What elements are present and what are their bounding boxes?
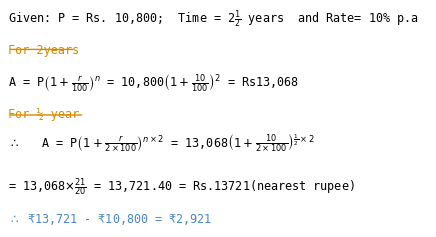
Text: A = P$\left(1+\frac{r}{100}\right)^{n}$ = 10,800$\left(1+\frac{10}{100}\right)^{: A = P$\left(1+\frac{r}{100}\right)^{n}$ … [8, 72, 300, 93]
Text: $\therefore$ ₹13,721 - ₹10,800 = ₹2,921: $\therefore$ ₹13,721 - ₹10,800 = ₹2,921 [8, 212, 213, 227]
Text: $\therefore$   A = P$\left(1+\frac{r}{2\times100}\right)^{n\times2}$ = 13,068$\l: $\therefore$ A = P$\left(1+\frac{r}{2\ti… [8, 132, 315, 154]
Text: = 13,068$\times\frac{21}{20}$ = 13,721.40 = Rs.13721(nearest rupee): = 13,068$\times\frac{21}{20}$ = 13,721.4… [8, 176, 355, 198]
Text: Given: P = Rs. 10,800;  Time = 2$\mathregular{\frac{1}{2}}$ years  and Rate= 10%: Given: P = Rs. 10,800; Time = 2$\mathreg… [8, 9, 419, 30]
Text: For ½ year: For ½ year [8, 108, 80, 121]
Text: For 2years: For 2years [8, 44, 80, 57]
